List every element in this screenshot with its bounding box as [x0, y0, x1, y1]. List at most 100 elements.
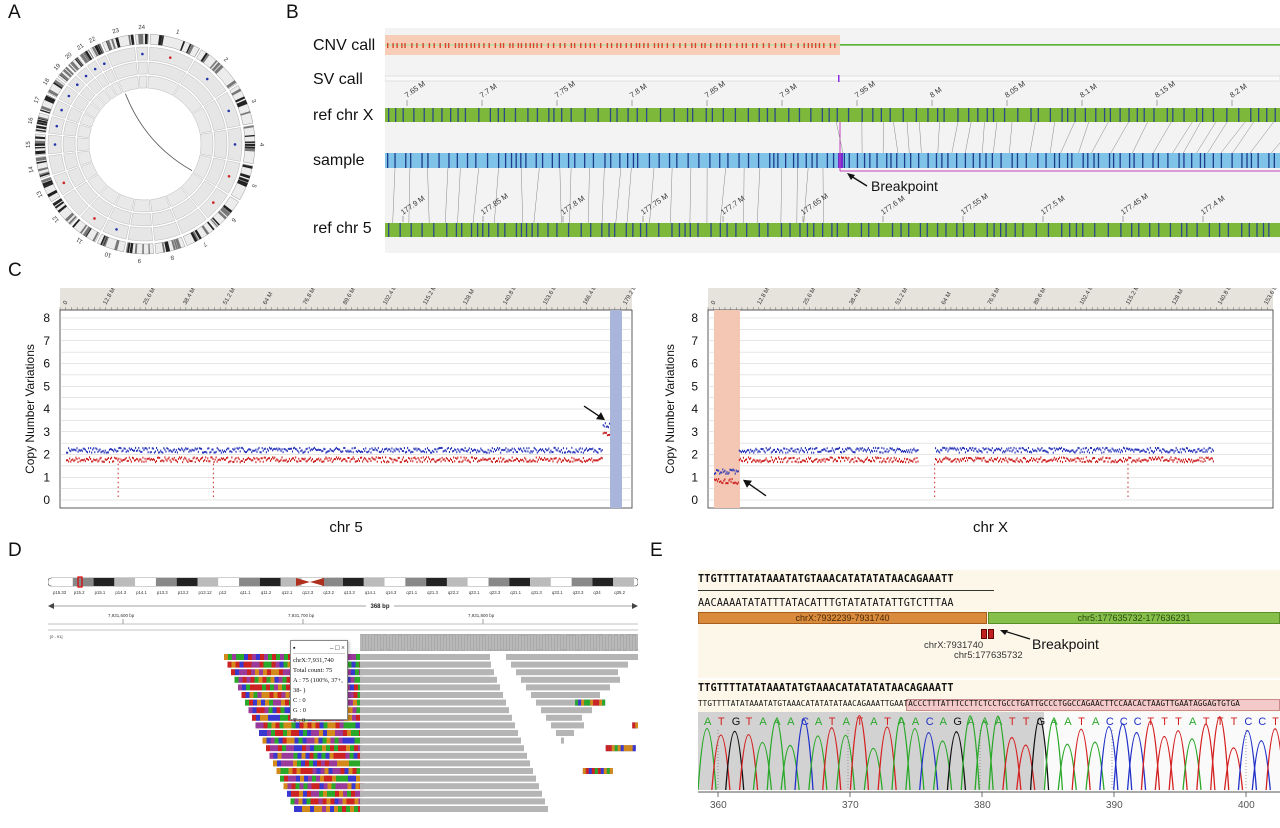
- cnv-point-low: [1119, 458, 1121, 461]
- upper-read: [360, 669, 490, 676]
- read-mismatch: [341, 760, 345, 767]
- cnv-point-low: [834, 458, 836, 461]
- cnv-point-low: [588, 458, 590, 461]
- align-line-chrX: [1220, 121, 1246, 154]
- cnv-point-low: [1008, 457, 1010, 460]
- cnv-point-high: [759, 450, 761, 453]
- cnv-point-high: [536, 451, 538, 454]
- cnv-dot: [168, 56, 172, 59]
- cnv-point-low: [1042, 459, 1044, 462]
- chr-label-24: 24: [138, 25, 146, 31]
- cnv-point-high: [508, 450, 510, 453]
- coverage-bar: [567, 635, 569, 651]
- cnv-point-high: [858, 449, 860, 452]
- cnv-point-low: [355, 460, 357, 463]
- read-mismatch: [268, 707, 273, 714]
- cnv-mark: [741, 43, 744, 48]
- read-mismatch: [302, 737, 307, 744]
- close-icon[interactable]: ×: [341, 644, 345, 652]
- cnv-point-low: [253, 456, 255, 459]
- igv-popup[interactable]: ▪ – □ × chrX:7,931,740 Total count: 75 A…: [290, 640, 348, 724]
- cnv-point-low: [70, 460, 72, 463]
- cnv-point-high: [1196, 450, 1198, 453]
- read-mismatch: [267, 730, 271, 736]
- cnv-point-low: [772, 461, 774, 464]
- cnv-point-low: [418, 458, 420, 461]
- ideogram-band: [160, 35, 165, 46]
- cnv-mark: [540, 43, 543, 48]
- cnv-point-low: [462, 459, 464, 462]
- cnv-point-low: [270, 459, 272, 462]
- cnv-point-low: [1010, 459, 1012, 462]
- cnv-point-high: [160, 449, 162, 452]
- cnv-point-low: [1005, 456, 1007, 459]
- read-mismatch: [293, 752, 298, 759]
- cnv-point-high: [1042, 449, 1044, 452]
- cnv-point-high: [582, 451, 584, 454]
- cnv-point-low: [327, 459, 329, 462]
- cnv-point-low: [1111, 460, 1113, 463]
- cnv-point-high: [865, 450, 867, 453]
- read-mismatch: [286, 676, 291, 683]
- read-mismatch: [312, 775, 316, 782]
- cnv-point-low: [498, 457, 500, 460]
- ref5-label-mark: [590, 223, 592, 237]
- read-mismatch: [278, 676, 283, 683]
- cnv-point-high: [326, 450, 328, 453]
- read-mismatch: [253, 692, 258, 698]
- ref5-label-mark: [1218, 223, 1221, 237]
- read-softclip-base: [632, 745, 636, 752]
- cnv-point-high: [226, 448, 228, 451]
- cnv-point-high: [207, 447, 209, 450]
- cnv-point-high: [792, 450, 794, 453]
- cnv-point-low: [266, 458, 268, 461]
- cnv-point-high: [67, 451, 69, 454]
- cnv-point-low: [603, 431, 605, 434]
- cnv-point-high: [552, 450, 554, 453]
- refX-label-mark: [527, 108, 529, 122]
- cnv-mark: [679, 43, 681, 48]
- read-mismatch: [355, 783, 360, 790]
- cnv-point-low: [492, 457, 494, 460]
- cnv-point-low: [89, 456, 91, 459]
- read-mismatch: [290, 737, 295, 744]
- cnv-point-low: [192, 457, 194, 460]
- ideogram-band-q13.2: [322, 578, 343, 586]
- cnv-point-low: [493, 457, 495, 460]
- read-mismatch: [287, 669, 291, 676]
- cnv-mark: [520, 43, 523, 48]
- cnv-point-high: [563, 451, 566, 454]
- coverage-bar: [387, 634, 389, 650]
- read-mismatch: [350, 676, 355, 683]
- cnv-point-high: [1148, 451, 1150, 454]
- minimize-icon[interactable]: –: [329, 644, 334, 652]
- align-line-chr5: [392, 167, 396, 224]
- cnv-point-low: [741, 460, 743, 463]
- refX-label-mark: [536, 108, 539, 122]
- cnv-point-low: [1118, 458, 1120, 461]
- cnv-point-low: [1072, 458, 1074, 461]
- cnv-point-low: [902, 460, 905, 463]
- maximize-icon[interactable]: □: [335, 644, 340, 652]
- read-softclip-base: [617, 745, 621, 752]
- refX-label-mark: [1136, 108, 1138, 122]
- cnv-point-high: [155, 447, 158, 450]
- coverage-bar: [612, 634, 614, 650]
- read-bar: [546, 714, 582, 721]
- cnv-point-high: [818, 451, 820, 454]
- read-mismatch: [314, 798, 319, 805]
- read-mismatch: [285, 692, 290, 698]
- ideogram-band-label: q21.1: [406, 590, 417, 595]
- ref5-label-mark: [799, 223, 801, 237]
- cnv-point-low: [838, 456, 841, 459]
- read-mismatch: [351, 730, 355, 736]
- read-bar: [536, 699, 602, 706]
- cnv-point-low: [297, 460, 299, 463]
- sample-label-mark: [886, 153, 888, 168]
- cnv-point-low: [380, 461, 382, 464]
- called-base-G: G: [732, 716, 741, 728]
- cnv-point-high: [431, 451, 433, 454]
- cnv-point-high: [761, 448, 763, 451]
- cnv-point-low: [468, 460, 470, 463]
- read-softclip-base: [590, 699, 594, 706]
